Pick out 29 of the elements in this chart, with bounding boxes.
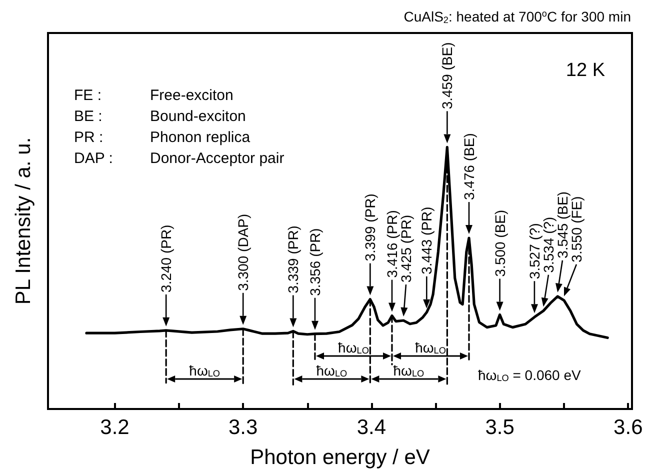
- annotation: 3.356 (PR): [306, 228, 323, 296]
- x-tick-label: 3.6: [614, 416, 643, 439]
- annotation: 3.476 (BE): [460, 133, 477, 200]
- x-tick-label: 3.3: [228, 416, 258, 439]
- annotation: ħωLO: [338, 339, 369, 356]
- annotation: 3.500 (BE): [492, 210, 508, 277]
- text: PR : Phonon replica: [74, 129, 250, 146]
- annotation: 3.443 (PR): [418, 206, 435, 274]
- annotation: 3.527 (?): [526, 223, 542, 280]
- annotation: ħωLO: [316, 362, 348, 378]
- chart-subtitle: 12 K: [566, 60, 606, 81]
- annotation: ħωLO = 0.060 eV: [478, 367, 582, 384]
- annotation: 3.240 (PR): [158, 224, 174, 292]
- annotation: ħωLO: [189, 362, 220, 378]
- text: BE : Bound-exciton: [74, 108, 246, 125]
- x-tick-label: 3.5: [485, 416, 514, 439]
- annotation: 3.300 (DAP): [235, 214, 252, 291]
- text: DAP : Donor-Acceptor pair: [74, 150, 284, 167]
- annotation: ħωLO: [415, 339, 446, 356]
- annotation: ħωLO: [393, 362, 424, 378]
- y-axis-title: PL Intensity / a. u.: [12, 137, 35, 305]
- x-tick-label: 3.4: [356, 416, 386, 439]
- text: FE : Free-exciton: [74, 87, 234, 104]
- annotation: 3.459 (BE): [439, 42, 456, 110]
- annotation: 3.416 (PR): [384, 210, 400, 278]
- x-tick-label: 3.2: [100, 416, 130, 439]
- annotation: 3.339 (PR): [285, 226, 302, 294]
- x-axis-title: Photon energy / eV: [250, 446, 430, 469]
- annotation: 3.399 (PR): [362, 194, 378, 262]
